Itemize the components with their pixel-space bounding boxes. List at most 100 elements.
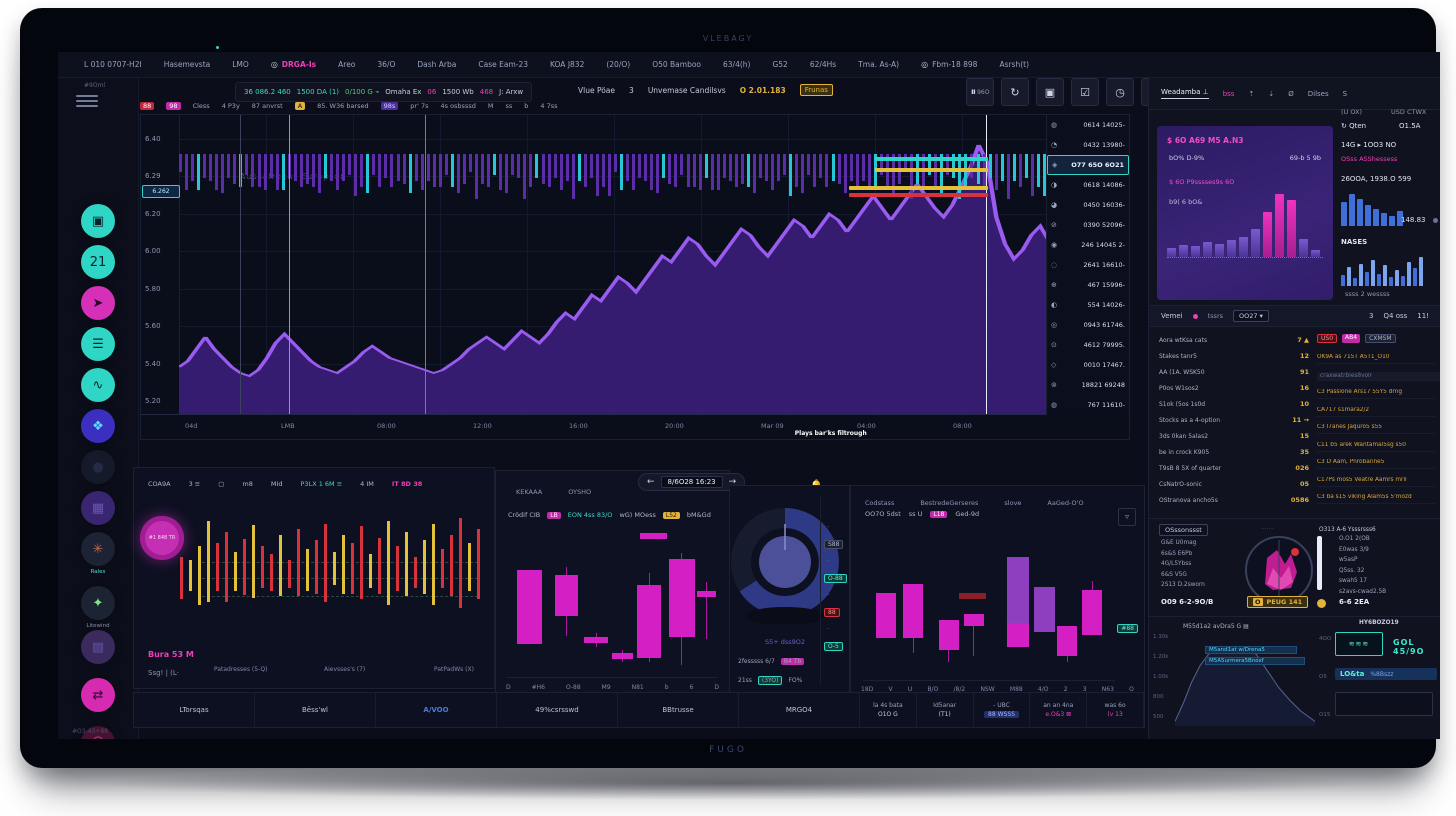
snapshot-button[interactable]: ▣ bbox=[1036, 78, 1064, 106]
right-panel-tab[interactable]: ⇣ bbox=[1268, 89, 1275, 98]
header-token[interactable]: IT 8D 38 bbox=[391, 480, 423, 488]
menu-item[interactable]: 36/O bbox=[377, 60, 396, 69]
expand-icon[interactable]: ▿ bbox=[1118, 508, 1136, 526]
refresh-button[interactable]: ↻ bbox=[1001, 78, 1029, 106]
watchlist-row[interactable]: CsNatrO-sonic 05 bbox=[1159, 480, 1309, 488]
book-row[interactable]: ◕ 0450 16036- bbox=[1047, 195, 1129, 215]
menu-item[interactable]: G52 bbox=[772, 60, 788, 69]
indicator-token[interactable]: 4s osbsssd bbox=[440, 102, 476, 110]
book-row[interactable]: ⊚ 18821 69248 bbox=[1047, 375, 1129, 395]
layers-icon[interactable]: ☰ bbox=[81, 327, 115, 361]
menu-item[interactable]: Dash Arba bbox=[417, 60, 457, 69]
panel-tab[interactable]: slove bbox=[1004, 499, 1022, 507]
bottom-tab[interactable]: MRGO4 bbox=[739, 693, 860, 727]
watchlist-row[interactable]: P0os W1sos2 16 bbox=[1159, 384, 1309, 392]
menu-toggle-icon[interactable] bbox=[76, 92, 98, 110]
analytics-icon[interactable]: ∿ bbox=[81, 368, 115, 402]
vertical-slider[interactable] bbox=[1317, 536, 1322, 590]
symbol-chip[interactable]: 0/100 G ⌁ bbox=[345, 88, 380, 96]
indicator-token[interactable]: Cless bbox=[192, 102, 210, 110]
news-item[interactable]: C3 ba s15 viking Alam5s 5'mozd bbox=[1317, 494, 1435, 504]
swap-icon[interactable]: ⇄ bbox=[81, 678, 115, 712]
watchlist-row[interactable]: AA (1A. WSK50 91 bbox=[1159, 368, 1309, 376]
indicator-token[interactable]: A bbox=[294, 102, 306, 110]
right-panel-tab[interactable]: Ø bbox=[1288, 89, 1294, 98]
litewind-icon[interactable]: ✦ bbox=[81, 586, 115, 620]
news-item[interactable]: C3 I7anes Jaquro5 s55 bbox=[1317, 424, 1435, 434]
dashboard-icon[interactable]: ▣ bbox=[81, 204, 115, 238]
candles-mid-chart[interactable] bbox=[506, 529, 718, 678]
header-token[interactable]: 3 ≡ bbox=[188, 480, 201, 488]
ghost-icon[interactable]: ● bbox=[81, 450, 115, 484]
indicator-token[interactable]: pr' 7s bbox=[410, 102, 429, 110]
toolbar-label[interactable]: Unvemase Candilsvs bbox=[647, 85, 726, 95]
indicator-token[interactable]: 85. W36 barsed bbox=[317, 102, 369, 110]
bottom-stat-cell[interactable]: was 6o (v 13 bbox=[1087, 693, 1144, 727]
pause-button[interactable]: ⏸ 96O bbox=[966, 78, 994, 106]
book-row[interactable]: ◉ 246 14045 2- bbox=[1047, 235, 1129, 255]
wallet-icon[interactable]: ▦ bbox=[81, 491, 115, 525]
bottom-stat-cell[interactable]: Id5anar (T1) bbox=[917, 693, 974, 727]
indicator-token[interactable]: M bbox=[487, 102, 494, 110]
watchlist-filter-dropdown[interactable]: OO27 ▾ bbox=[1233, 310, 1269, 322]
donut-foot-chip[interactable]: B4 Tb bbox=[780, 658, 805, 665]
watchlist-row[interactable]: Stocks as a 4-option 11 → bbox=[1159, 416, 1309, 424]
indicator-token[interactable]: 4 7ss bbox=[540, 102, 558, 110]
book-row[interactable]: ◎ 0943 61746. bbox=[1047, 315, 1129, 335]
stats-header-left[interactable]: OSssonssst bbox=[1159, 524, 1208, 536]
portfolio-card[interactable]: $ 6O A69 M5 A.N3 bO% D-9% 69-b 5 9b $ 6O… bbox=[1157, 126, 1333, 300]
header-token[interactable]: m8 bbox=[242, 480, 253, 488]
bottom-tab[interactable]: 49%csrsswd bbox=[497, 693, 618, 727]
watchlist-row[interactable]: OStranova ancho5s 0586 bbox=[1159, 496, 1309, 504]
symbol-chip[interactable]: 1500 Wb bbox=[442, 88, 474, 96]
news-chip[interactable]: US0 bbox=[1317, 334, 1338, 343]
indicator-token[interactable]: 87 anvrst bbox=[251, 102, 283, 110]
risk-gauge[interactable] bbox=[1245, 536, 1313, 604]
bottom-tab[interactable]: LTorsqas bbox=[134, 693, 255, 727]
panel-tab[interactable]: KEKAAA bbox=[516, 488, 543, 496]
panel-tab[interactable]: Codstass bbox=[865, 499, 895, 507]
indicator-token[interactable]: 4 P3y bbox=[221, 102, 240, 110]
watchlist-row[interactable]: S1ok (5os 1s0d 10 bbox=[1159, 400, 1309, 408]
menu-item[interactable]: ◎ DRGA-Is bbox=[270, 60, 317, 69]
signal-badge[interactable]: O PEUG 141 bbox=[1247, 596, 1309, 608]
book-row[interactable]: ◇ 0010 17467. bbox=[1047, 355, 1129, 375]
panel-tab[interactable]: OYSHO bbox=[568, 488, 592, 496]
indicator-token[interactable]: b bbox=[524, 102, 529, 110]
selection-row[interactable]: M5A5urmera5Bnoxf bbox=[1205, 657, 1305, 665]
menu-item[interactable]: Hasemevsta bbox=[163, 60, 211, 69]
menu-item[interactable]: O50 Bamboo bbox=[652, 60, 702, 69]
calendar-icon[interactable]: 21 bbox=[81, 245, 115, 279]
news-item[interactable]: C3 D Aam, Pnrobanne5 bbox=[1317, 459, 1435, 469]
book-row[interactable]: ⊙ 4612 79995. bbox=[1047, 335, 1129, 355]
menu-item[interactable]: LMO bbox=[232, 60, 249, 69]
menu-item[interactable]: 62/4Hs bbox=[809, 60, 837, 69]
header-token[interactable]: ▢ bbox=[218, 480, 225, 488]
indicator-token[interactable]: 98 bbox=[166, 102, 181, 110]
news-item[interactable]: C11 b5 arek Wantamal5sg s50 bbox=[1317, 442, 1435, 452]
symbol-chip[interactable]: 06 bbox=[427, 88, 437, 96]
toolbar-label[interactable]: 3 bbox=[629, 85, 634, 95]
indicator-token[interactable]: 98s bbox=[380, 102, 399, 110]
news-item[interactable]: CA717 s1mara2/2 bbox=[1317, 407, 1435, 417]
bottom-tab[interactable]: Bēss'wl bbox=[255, 693, 376, 727]
rales-icon[interactable]: ✳ bbox=[81, 532, 115, 566]
bottom-stat-cell[interactable]: - UBC 88 WSSS bbox=[974, 693, 1031, 727]
book-row[interactable]: ◐ 554 14026- bbox=[1047, 295, 1129, 315]
candles-right-chart[interactable] bbox=[863, 530, 1115, 681]
confirm-button[interactable]: ☑ bbox=[1071, 78, 1099, 106]
watchlist-row[interactable]: Aora wtKsa cats 7 ▲ bbox=[1159, 336, 1309, 344]
book-row[interactable]: ◍ 0614 14025- bbox=[1047, 115, 1129, 135]
header-token[interactable]: COA9A bbox=[148, 480, 171, 488]
watchlist-row[interactable]: 3ds 0kan 5alas2 15 bbox=[1159, 432, 1309, 440]
watchlist-row[interactable]: Stakes tanr5 12 bbox=[1159, 352, 1309, 360]
bottom-stat-cell[interactable]: la 4s bata O1O G bbox=[860, 693, 917, 727]
symbol-chip[interactable]: 36 086.2 460 bbox=[244, 88, 291, 96]
bottom-tab[interactable]: BBtrusse bbox=[618, 693, 739, 727]
bottom-stat-cell[interactable]: an an 4na e.O&3 ⊠ bbox=[1030, 693, 1088, 727]
selection-row[interactable]: M5and1at w/Drena5 bbox=[1205, 646, 1297, 654]
toolbar-label[interactable]: Vlue Pöae bbox=[578, 85, 616, 95]
symbol-chip[interactable]: Omaha Ex bbox=[385, 88, 422, 96]
news-item[interactable]: craxwatrbies8voir bbox=[1317, 371, 1440, 381]
header-token[interactable]: 4 IM bbox=[360, 480, 374, 488]
